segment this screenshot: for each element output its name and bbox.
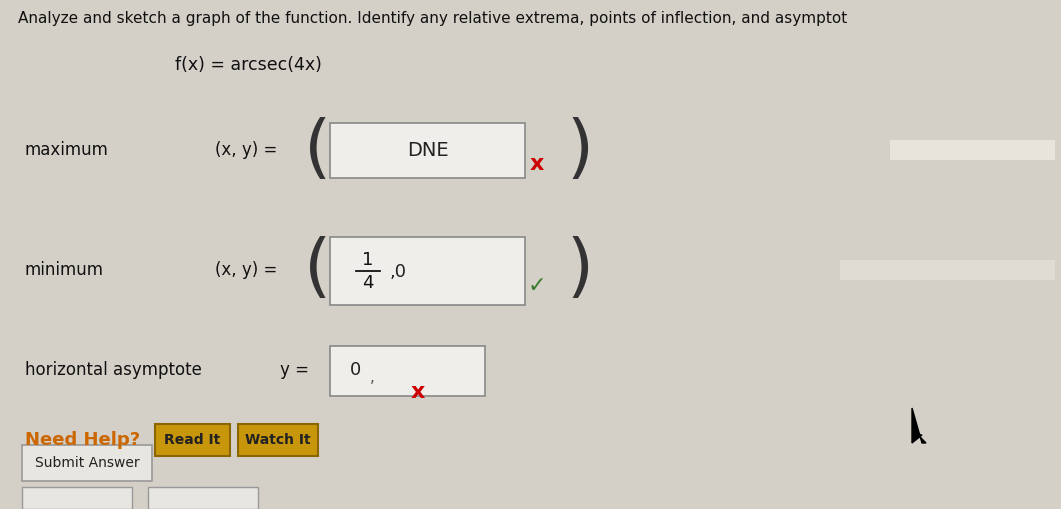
Text: 0: 0 (350, 361, 361, 379)
Bar (840, 260, 1055, 280)
Bar (330, 123, 525, 178)
Text: 4: 4 (362, 274, 373, 292)
Text: (: ( (305, 237, 331, 303)
Text: x: x (411, 382, 424, 402)
Bar (155, 424, 230, 456)
Text: maximum: maximum (25, 141, 109, 159)
Bar (890, 140, 1055, 160)
Text: (: ( (305, 117, 331, 184)
Text: minimum: minimum (25, 261, 104, 279)
Bar (22, 487, 132, 509)
Bar (238, 424, 318, 456)
Text: 1: 1 (362, 251, 373, 269)
Text: Watch It: Watch It (245, 433, 311, 447)
Text: (x, y) =: (x, y) = (215, 141, 277, 159)
Text: x: x (529, 154, 544, 174)
Text: ,: , (370, 371, 375, 385)
Text: f(x) = arcsec(4x): f(x) = arcsec(4x) (175, 56, 321, 74)
Text: Analyze and sketch a graph of the function. Identify any relative extrema, point: Analyze and sketch a graph of the functi… (18, 11, 848, 25)
Text: (x, y) =: (x, y) = (215, 261, 277, 279)
Text: Read It: Read It (164, 433, 221, 447)
Text: horizontal asymptote: horizontal asymptote (25, 361, 202, 379)
Bar (147, 487, 258, 509)
Text: y =: y = (280, 361, 309, 379)
Text: Submit Answer: Submit Answer (35, 456, 139, 470)
Text: ): ) (567, 237, 593, 303)
Bar (330, 237, 525, 305)
Polygon shape (912, 408, 926, 443)
Bar (330, 346, 485, 396)
Text: ): ) (567, 117, 593, 184)
Text: ✓: ✓ (527, 276, 546, 296)
Text: ,0: ,0 (390, 263, 407, 281)
Bar (22, 445, 152, 481)
Text: DNE: DNE (406, 140, 449, 159)
Text: Need Help?: Need Help? (25, 431, 140, 449)
